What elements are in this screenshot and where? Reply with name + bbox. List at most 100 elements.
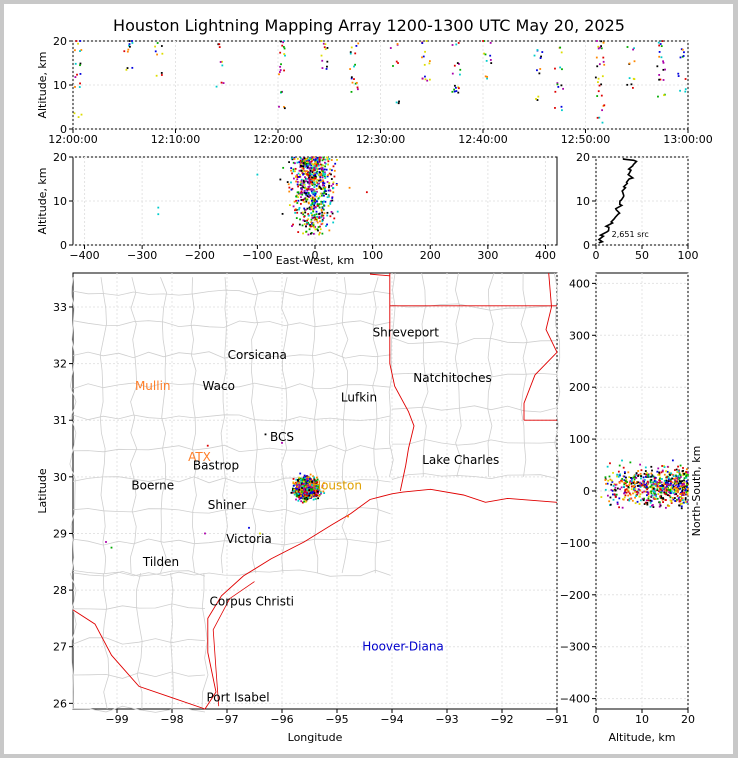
map-source [297, 499, 300, 502]
map-source-outlier [110, 546, 113, 549]
time-altitude-source [428, 60, 431, 63]
east-west-source [308, 171, 311, 174]
time-altitude-source [326, 47, 329, 49]
time-altitude-source [658, 74, 661, 76]
east-west-source [303, 209, 306, 211]
map-source-outlier [248, 526, 250, 529]
east-west-source [310, 204, 312, 207]
north-south-source [652, 482, 655, 485]
north-south-source [649, 480, 652, 483]
y-tick-label: 10 [53, 79, 67, 92]
east-west-source [311, 166, 314, 169]
north-south-source [686, 485, 688, 488]
east-west-source [308, 223, 310, 226]
east-west-source [324, 162, 327, 165]
time-altitude-source [353, 65, 355, 68]
east-west-source [308, 176, 311, 179]
north-south-source [658, 472, 661, 475]
time-altitude-source [603, 63, 606, 66]
time-altitude-source [350, 77, 353, 80]
map-source [316, 490, 319, 493]
north-south-source [653, 483, 656, 486]
north-south-source [677, 475, 680, 477]
east-west-source [322, 156, 325, 159]
north-south-source [681, 484, 684, 486]
county-line [72, 569, 391, 577]
north-south-source [662, 501, 664, 503]
map-source [308, 480, 311, 483]
north-south-source [658, 505, 661, 508]
map-source [302, 478, 305, 480]
north-south-source [644, 501, 647, 504]
time-altitude-source [681, 55, 684, 58]
map-source [297, 495, 299, 498]
north-south-source [682, 467, 684, 469]
east-west-source [316, 205, 319, 207]
north-south-source [675, 480, 678, 483]
north-south-source [664, 486, 667, 489]
north-south-source [635, 472, 638, 474]
north-south-source [628, 497, 631, 500]
north-south-source [665, 476, 668, 479]
county-line [72, 603, 206, 610]
east-west-source [301, 224, 304, 227]
map-source [310, 486, 313, 489]
place-label: Houston [312, 478, 362, 492]
time-altitude-source [75, 40, 78, 42]
north-south-source [687, 471, 689, 474]
map-source [307, 486, 310, 489]
time-altitude-source [489, 59, 492, 61]
east-west-source [304, 187, 307, 190]
north-south-source [662, 485, 665, 488]
map-source [312, 488, 315, 491]
east-west-source [324, 190, 327, 192]
east-west-source [296, 157, 299, 160]
north-south-source [682, 493, 685, 496]
east-west-source [312, 180, 315, 183]
time-altitude-source [679, 89, 681, 92]
east-west-source [307, 188, 310, 191]
map-source [300, 500, 303, 503]
x-tick-label: −200 [185, 249, 215, 262]
time-altitude-source [161, 52, 164, 55]
north-south-source [651, 469, 653, 472]
north-south-source [638, 503, 641, 505]
north-south-source [674, 484, 677, 487]
north-south-source [609, 478, 612, 481]
north-south-source [651, 504, 653, 507]
east-west-source [301, 162, 304, 165]
east-west-source [299, 182, 302, 185]
north-south-source [684, 487, 686, 490]
north-south-source [627, 471, 630, 474]
time-altitude-source [356, 86, 359, 89]
east-west-source [308, 185, 311, 188]
east-west-source [303, 163, 306, 166]
north-south-source [643, 483, 645, 486]
north-south-source [610, 489, 613, 491]
east-west-source [290, 181, 292, 184]
map-source [305, 475, 308, 478]
map-source [313, 479, 316, 482]
map-source [302, 476, 305, 479]
north-south-source [664, 481, 667, 484]
east-west-source [311, 213, 313, 216]
time-altitude-source [455, 43, 458, 46]
north-south-source [659, 503, 662, 506]
east-west-source [294, 167, 297, 170]
county-line [391, 372, 558, 379]
map-source [315, 494, 318, 497]
north-south-source [607, 479, 610, 482]
east-west-source [297, 191, 300, 194]
time-altitude-source [74, 62, 77, 65]
map-source [303, 494, 306, 496]
east-west-source [318, 167, 321, 170]
x-tick-label: 200 [420, 249, 441, 262]
east-west-source [321, 201, 324, 203]
north-south-source [652, 506, 655, 508]
county-line [129, 277, 138, 574]
east-west-source [297, 231, 300, 233]
east-west-source [321, 184, 324, 187]
east-west-source [322, 217, 325, 220]
east-west-source [292, 168, 295, 171]
east-west-source [324, 186, 327, 189]
